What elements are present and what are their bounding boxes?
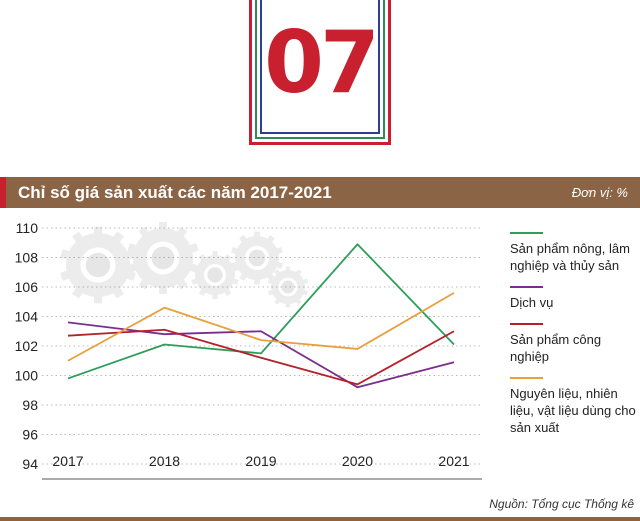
legend-item: Sản phẩm công nghiệp (510, 323, 638, 365)
series-lines (67, 243, 455, 389)
legend-swatch (510, 286, 543, 288)
y-tick-label: 102 (15, 338, 39, 354)
legend-label: Dịch vụ (510, 295, 554, 310)
badge-frame: 07 (255, 0, 385, 139)
chapter-badge: 07 (249, 0, 391, 145)
legend: Sản phẩm nông, lâm nghiệp và thủy sản Dị… (510, 232, 638, 448)
series-line (67, 321, 455, 389)
y-tick-label: 98 (22, 397, 38, 413)
gear-icon (231, 231, 283, 285)
gear-hub (151, 246, 175, 270)
gear-hub (85, 252, 111, 278)
line-chart: 94 96 98 100 102 104 106 108 110 2017 2018 2019 202… (15, 220, 482, 480)
y-tick-label: 96 (22, 427, 38, 443)
legend-label: Sản phẩm nông, lâm nghiệp và thủy sản (510, 241, 630, 273)
gear-decoration (60, 222, 309, 308)
series-line (67, 328, 455, 386)
gear-icon (191, 251, 239, 299)
legend-swatch (510, 323, 543, 325)
x-tick-label: 2018 (149, 453, 180, 469)
badge-number: 07 (264, 13, 380, 113)
gear-icon (60, 226, 136, 304)
x-axis: 2017 2018 2019 2020 2021 (42, 453, 482, 480)
series-line (67, 292, 455, 362)
source-note: Nguồn: Tổng cục Thống kê (489, 497, 634, 511)
y-tick-label: 100 (15, 368, 39, 384)
y-tick-label: 94 (22, 456, 38, 472)
y-tick-label: 106 (15, 279, 39, 295)
x-tick-label: 2019 (245, 453, 276, 469)
legend-label: Nguyên liệu, nhiên liệu, vật liệu dùng c… (510, 386, 636, 435)
x-tick-label: 2017 (52, 453, 83, 469)
series-line (67, 243, 455, 380)
x-tick-label: 2021 (438, 453, 469, 469)
y-axis: 94 96 98 100 102 104 106 108 110 (15, 220, 482, 472)
chart-title: Chỉ số giá sản xuất các năm 2017-2021 (18, 182, 332, 202)
legend-item: Dịch vụ (510, 286, 638, 311)
gear-hub (281, 280, 295, 294)
header-accent (0, 177, 6, 208)
bottom-rule (0, 517, 640, 521)
gear-hub (207, 267, 223, 283)
legend-item: Sản phẩm nông, lâm nghiệp và thủy sản (510, 232, 638, 274)
gear-icon (127, 222, 199, 294)
y-tick-label: 104 (15, 309, 39, 325)
legend-swatch (510, 232, 543, 234)
badge-frame-inner: 07 (260, 0, 380, 134)
legend-swatch (510, 377, 543, 379)
legend-label: Sản phẩm công nghiệp (510, 332, 602, 364)
gear-hub (248, 249, 266, 267)
unit-label: Đơn vị: % (571, 185, 628, 200)
gear-icon (267, 266, 309, 308)
legend-item: Nguyên liệu, nhiên liệu, vật liệu dùng c… (510, 377, 638, 436)
y-tick-label: 108 (15, 250, 39, 266)
y-tick-label: 110 (16, 220, 39, 236)
x-tick-label: 2020 (342, 453, 373, 469)
chart-header: Chỉ số giá sản xuất các năm 2017-2021 Đơ… (0, 177, 640, 208)
